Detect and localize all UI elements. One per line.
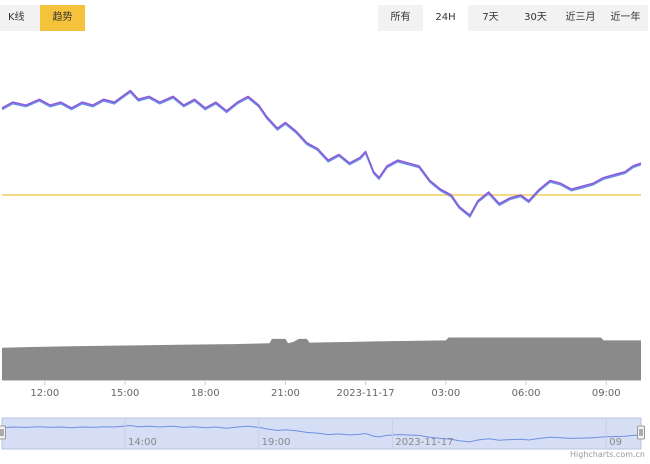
navigator-tick-label: 2023-11-17 [395,437,453,448]
credits-label: Highcharts.com.cn [570,450,645,459]
navigator[interactable]: 14:00 19:00 2023-11-17 09 [0,417,645,450]
x-tick-label: 2023-11-17 [337,388,395,399]
main-plot [1,89,642,219]
range-30d-button[interactable]: 30天 [524,12,547,23]
chart-type-tabs: K线 趋势 [0,5,85,31]
navigator-series [1,424,642,443]
range-selector: 所有 24H 7天 30天 近三月 近一年 [378,5,648,31]
tab-kline[interactable]: K线 [0,5,40,31]
range-3m-button[interactable]: 近三月 [565,12,596,23]
x-tick-label: 18:00 [191,388,220,399]
price-shadow-line [1,91,642,219]
volume-area [2,337,641,380]
x-tick-label: 06:00 [512,388,541,399]
range-all-button[interactable]: 所有 [390,12,411,23]
x-tick-label: 03:00 [431,388,460,399]
x-axis: 12:00 15:00 18:00 21:00 2023-11-17 03:00 06:00… [2,380,641,399]
x-tick-label: 12:00 [30,388,59,399]
range-1y-button[interactable]: 近一年 [610,12,641,23]
x-tick-label: 09:00 [592,388,621,399]
range-24h-button[interactable]: 24H [423,5,468,31]
navigator-tick-label: 14:00 [128,437,157,448]
price-line [1,89,642,217]
volume-plot [2,337,641,380]
x-tick-label: 15:00 [111,388,140,399]
navigator-handle-right[interactable] [637,425,645,440]
x-tick-label: 21:00 [271,388,300,399]
navigator-tick-label: 09 [609,437,622,448]
tab-trend[interactable]: 趋势 [40,5,85,31]
navigator-handle-left[interactable] [0,425,6,440]
navigator-tick-label: 19:00 [262,437,291,448]
range-7d-button[interactable]: 7天 [482,12,499,23]
